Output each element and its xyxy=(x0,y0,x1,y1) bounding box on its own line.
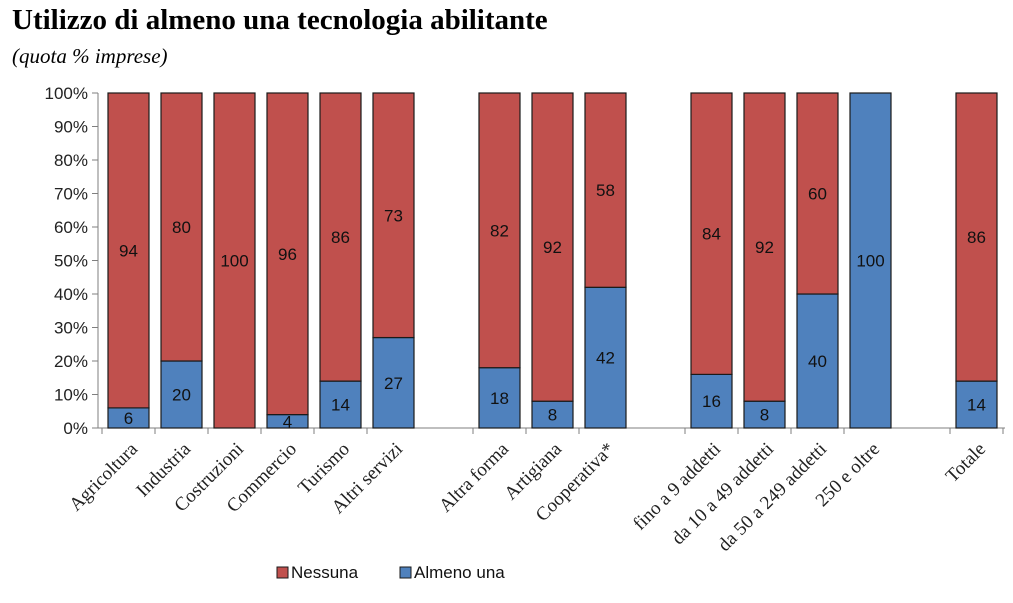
data-label: 86 xyxy=(331,228,350,247)
y-tick-label: 70% xyxy=(54,185,88,204)
y-tick-label: 20% xyxy=(54,352,88,371)
data-label: 6 xyxy=(124,409,133,428)
y-tick-label: 40% xyxy=(54,285,88,304)
bar-segment-nessuna xyxy=(478,92,521,369)
bar-segment-nessuna xyxy=(796,92,839,295)
data-label: 27 xyxy=(384,374,403,393)
legend-label: Nessuna xyxy=(291,563,359,582)
data-label: 80 xyxy=(172,218,191,237)
data-label: 92 xyxy=(543,238,562,257)
bar-segment-nessuna xyxy=(107,92,150,409)
y-tick-label: 10% xyxy=(54,386,88,405)
bar-segment-almeno-una xyxy=(743,400,786,429)
data-label: 86 xyxy=(967,228,986,247)
data-label: 58 xyxy=(596,181,615,200)
data-label: 82 xyxy=(490,221,509,240)
bar-segment-almeno-una xyxy=(849,92,892,429)
data-label: 84 xyxy=(702,225,721,244)
bar-segment-almeno-una xyxy=(319,380,362,429)
y-tick-label: 30% xyxy=(54,319,88,338)
bar-segment-nessuna xyxy=(266,92,309,416)
chart-title: Utilizzo di almeno una tecnologia abilit… xyxy=(12,4,548,36)
data-label: 40 xyxy=(808,352,827,371)
x-category-label: Totale xyxy=(942,439,990,487)
bar-segment-nessuna xyxy=(213,92,256,429)
bar-segment-almeno-una xyxy=(796,293,839,429)
y-tick-label: 50% xyxy=(54,252,88,271)
bar-segment-nessuna xyxy=(743,92,786,402)
bar-segment-nessuna xyxy=(531,92,574,402)
y-tick-label: 90% xyxy=(54,118,88,137)
data-label: 92 xyxy=(755,238,774,257)
bar-segment-nessuna xyxy=(690,92,733,375)
data-label: 18 xyxy=(490,389,509,408)
data-label: 20 xyxy=(172,386,191,405)
y-tick-label: 60% xyxy=(54,218,88,237)
data-label: 42 xyxy=(596,349,615,368)
data-label: 14 xyxy=(967,396,986,415)
data-label: 8 xyxy=(548,406,557,425)
bar-segment-almeno-una xyxy=(478,367,521,429)
y-tick-label: 0% xyxy=(63,419,88,438)
x-category-label: Altra forma xyxy=(435,438,513,516)
bar-segment-nessuna xyxy=(584,92,627,288)
data-label: 94 xyxy=(119,241,138,260)
data-label: 73 xyxy=(384,206,403,225)
y-tick-label: 80% xyxy=(54,151,88,170)
data-label: 60 xyxy=(808,185,827,204)
data-label: 100 xyxy=(856,252,884,271)
bar-segment-nessuna xyxy=(160,92,203,362)
bar-segment-almeno-una xyxy=(690,373,733,429)
legend-label: Almeno una xyxy=(414,563,505,582)
data-label: 96 xyxy=(278,245,297,264)
data-label: 14 xyxy=(331,396,350,415)
bar-segment-nessuna xyxy=(955,92,998,382)
legend-swatch xyxy=(276,566,289,579)
data-label: 16 xyxy=(702,392,721,411)
data-label: 4 xyxy=(283,412,292,431)
data-label: 8 xyxy=(760,406,769,425)
legend-swatch xyxy=(399,566,412,579)
chart-subtitle: (quota % imprese) xyxy=(12,44,168,68)
x-category-label: Agricoltura xyxy=(65,438,142,515)
y-tick-label: 100% xyxy=(45,84,88,103)
bar-segment-nessuna xyxy=(319,92,362,382)
data-label: 100 xyxy=(220,252,248,271)
bar-segment-nessuna xyxy=(372,92,415,339)
bar-segment-almeno-una xyxy=(955,380,998,429)
